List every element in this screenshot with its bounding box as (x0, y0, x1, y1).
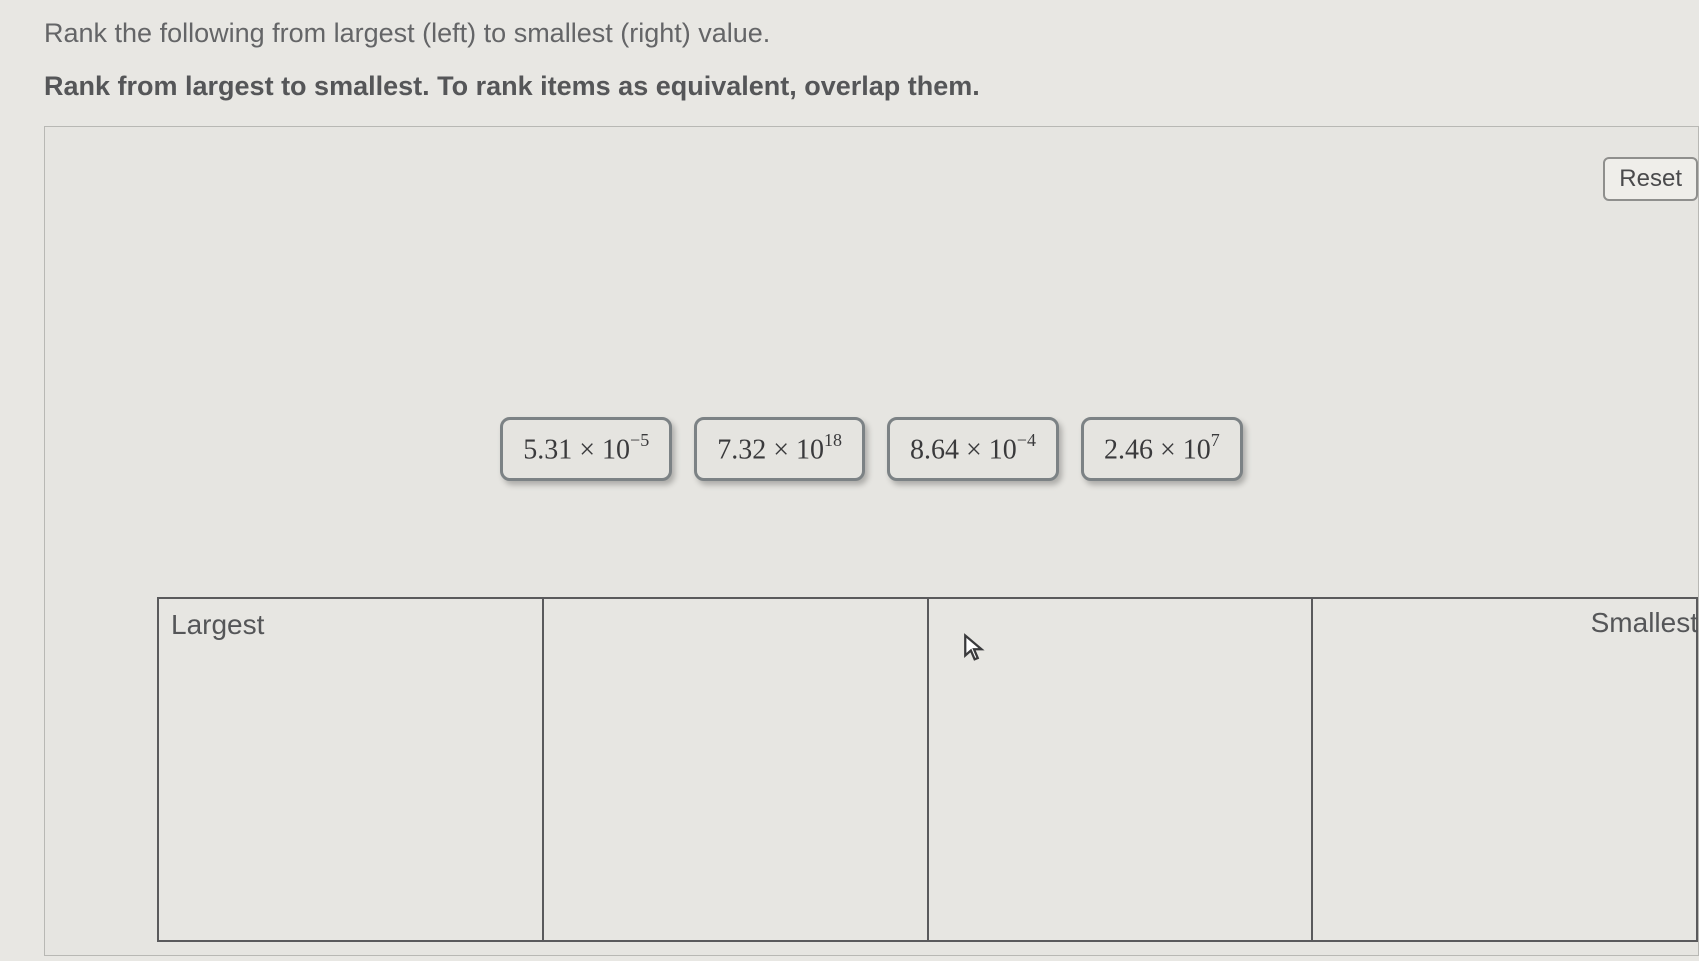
bin-1[interactable] (544, 597, 929, 942)
tile-mantissa: 5.31 (523, 434, 572, 465)
tile-mantissa: 7.32 (717, 434, 766, 465)
activity-area: Reset 5.31 × 10−5 7.32 × 1018 8.64 × 10−… (44, 126, 1699, 956)
tile-0[interactable]: 5.31 × 10−5 (500, 417, 672, 481)
instruction-line-2: Rank from largest to smallest. To rank i… (44, 71, 1699, 102)
tile-exponent: 18 (824, 430, 842, 450)
instruction-line-1: Rank the following from largest (left) t… (44, 18, 1699, 49)
tiles-row: 5.31 × 10−5 7.32 × 1018 8.64 × 10−4 2.46… (45, 417, 1698, 481)
bins-row: Largest (157, 597, 1698, 942)
tile-base: 10 (602, 434, 630, 465)
tile-exponent: 7 (1211, 430, 1220, 450)
bin-0[interactable]: Largest (157, 597, 544, 942)
tile-base: 10 (1183, 434, 1211, 465)
tile-exponent: −4 (1017, 430, 1036, 450)
tile-mantissa: 2.46 (1104, 434, 1153, 465)
bin-label-smallest: Smallest (1591, 607, 1698, 639)
reset-button[interactable]: Reset (1603, 157, 1698, 201)
bin-label-largest: Largest (171, 609, 264, 641)
tile-3[interactable]: 2.46 × 107 (1081, 417, 1243, 481)
bin-3[interactable] (1313, 597, 1698, 942)
tile-mantissa: 8.64 (910, 434, 959, 465)
tile-1[interactable]: 7.32 × 1018 (694, 417, 865, 481)
tile-base: 10 (796, 434, 824, 465)
tile-2[interactable]: 8.64 × 10−4 (887, 417, 1059, 481)
tile-base: 10 (989, 434, 1017, 465)
tile-exponent: −5 (630, 430, 649, 450)
bin-2[interactable] (929, 597, 1314, 942)
